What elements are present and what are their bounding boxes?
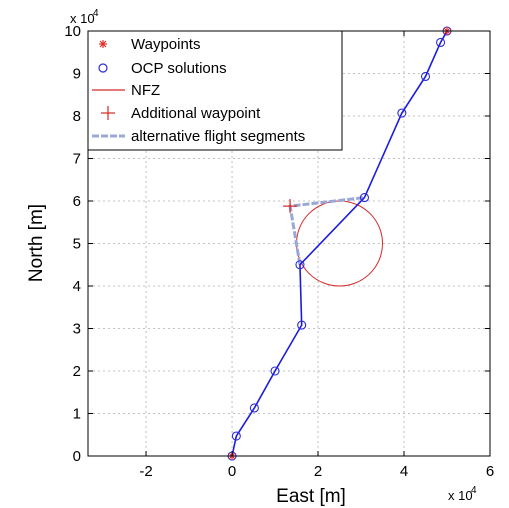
legend-asterisk-marker [99,40,107,48]
legend-entry-ocp-solutions: OCP solutions [98,60,227,77]
legend-plus-marker [101,106,115,120]
x-axis-label: East [m] [276,486,346,507]
legend-entry-additional-waypoint: Additional waypoint [101,105,261,122]
y-tick-label: 1 [73,406,81,423]
ocp-solution-point [231,431,241,441]
legend-entry-waypoints: Waypoints [99,36,200,53]
legend-entry-nfz: NFZ [92,82,160,99]
y-exponent-power: 4 [93,8,99,19]
y-tick-label: 5 [73,236,81,253]
y-tick-label: 0 [73,448,81,465]
legend-box [87,30,343,151]
ocp-solution-point [420,71,431,82]
y-tick-label: 4 [73,278,81,295]
x-exponent-label: x 10 4 [448,485,477,503]
y-tick-label: 3 [73,321,81,338]
y-exponent-base: x 10 [70,11,95,26]
x-tick-label: 6 [486,463,494,480]
x-tick-label: 0 [228,463,236,480]
y-tick-label: 9 [73,66,81,83]
legend-circle-marker [98,63,108,73]
ocp-solution-point [297,320,307,330]
y-tick-label: 6 [73,193,81,210]
legend-label-nfz: NFZ [131,82,160,99]
x-tick-label: 4 [400,463,408,480]
x-tick-label: 2 [314,463,322,480]
ocp-solution-point [249,403,259,413]
legend-label-alternative-flight-segments: alternative flight segments [131,128,305,145]
legend: Waypoints OCP solutions NFZ Additional w… [87,30,343,151]
legend-label-ocp-solutions: OCP solutions [131,60,227,77]
additional-waypoint-point [283,199,298,214]
y-exponent-label: x 10 4 [70,8,99,26]
ocp-solution-point [436,37,446,48]
y-tick-label: 7 [73,151,81,168]
y-tick-label: 8 [73,108,81,125]
ocp-solution-point [295,260,305,270]
y-tick-label: 2 [73,363,81,380]
legend-label-waypoints: Waypoints [131,36,200,53]
ocp-solution-point [397,108,407,118]
y-axis-label: North [m] [26,204,47,282]
x-exponent-power: 4 [471,485,477,496]
ocp-solution-point [359,193,370,203]
x-exponent-base: x 10 [448,488,473,503]
y-tick-label: 10 [64,23,81,40]
x-tick-label: -2 [139,463,152,480]
legend-label-additional-waypoint: Additional waypoint [131,105,261,122]
flight-path-line [231,30,448,457]
ocp-solution-point [270,366,280,376]
legend-entry-alternative-flight-segments: alternative flight segments [92,128,305,145]
